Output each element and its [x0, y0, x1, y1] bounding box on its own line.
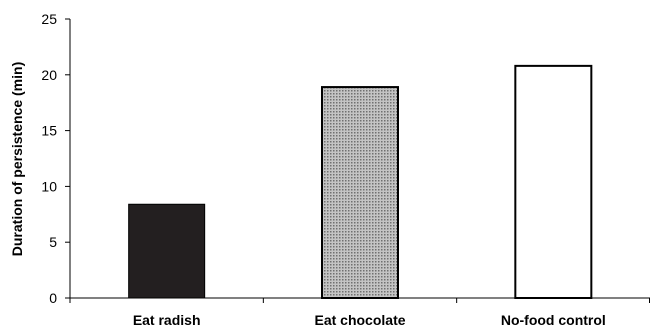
y-axis-title: Duration of persistence (min) — [9, 62, 25, 256]
x-category-label: No-food control — [501, 312, 606, 328]
bar-no-food-control — [514, 64, 593, 300]
x-category-label: Eat radish — [133, 312, 201, 328]
y-tick-label: 10 — [41, 178, 57, 194]
y-axis: 0 5 10 15 20 25 — [41, 11, 71, 306]
bar-eat-radish — [128, 203, 206, 299]
x-category-label: Eat chocolate — [314, 312, 405, 328]
y-tick-label: 25 — [41, 11, 57, 27]
y-tick-label: 15 — [41, 123, 57, 139]
x-axis: Eat radish Eat chocolate No-food control — [69, 297, 650, 328]
bars — [128, 64, 593, 300]
y-tick-label: 5 — [49, 234, 57, 250]
y-tick-label: 20 — [41, 67, 57, 83]
y-tick-label: 0 — [49, 290, 57, 306]
bar-eat-chocolate — [321, 86, 399, 299]
